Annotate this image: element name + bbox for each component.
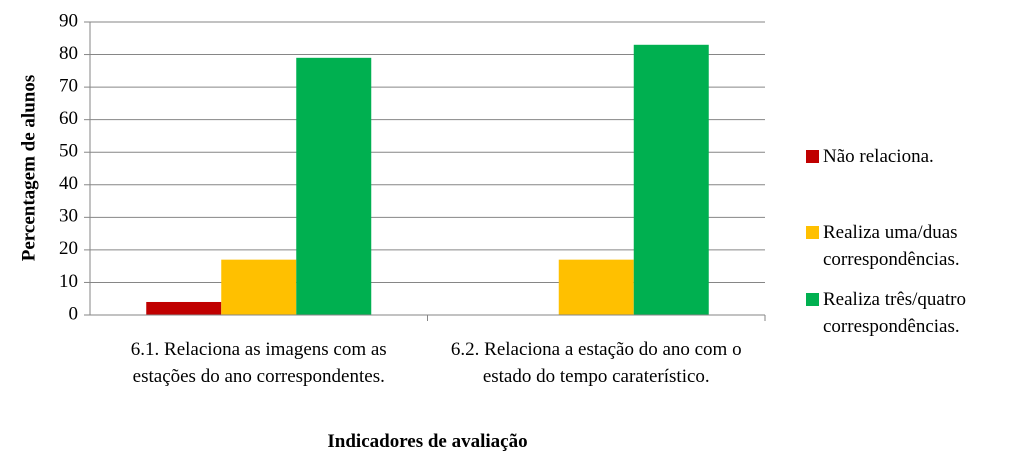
legend-swatch [806, 150, 819, 163]
y-tick-label: 70 [59, 75, 78, 96]
bar [296, 57, 372, 316]
y-tick-label: 0 [69, 303, 79, 324]
bar [146, 301, 222, 315]
y-tick-label: 90 [59, 10, 78, 31]
y-axis-title: Percentagem de alunos [18, 75, 39, 261]
y-tick-label: 60 [59, 108, 78, 129]
legend-label: Realiza três/quatro correspondências. [823, 289, 966, 337]
y-tick-label: 30 [59, 206, 78, 227]
y-tick-label: 80 [59, 43, 78, 64]
x-axis-title: Indicadores de avaliação [327, 431, 528, 452]
bar [633, 44, 709, 316]
legend-label: Realiza uma/duas correspondências. [823, 222, 960, 270]
y-tick-label: 20 [59, 238, 78, 259]
y-tick-label: 40 [59, 173, 78, 194]
y-tick-label: 10 [59, 271, 78, 292]
legend-swatch [806, 293, 819, 306]
x-tick-label: 6.1. Relaciona as imagens com as estaçõe… [130, 339, 387, 387]
bar [221, 259, 297, 315]
y-tick-label: 50 [59, 141, 78, 162]
legend-swatch [806, 226, 819, 239]
legend-label: Não relaciona. [823, 146, 934, 167]
x-tick-label: 6.2. Relaciona a estação do ano com o es… [450, 339, 742, 387]
bar [558, 259, 634, 315]
